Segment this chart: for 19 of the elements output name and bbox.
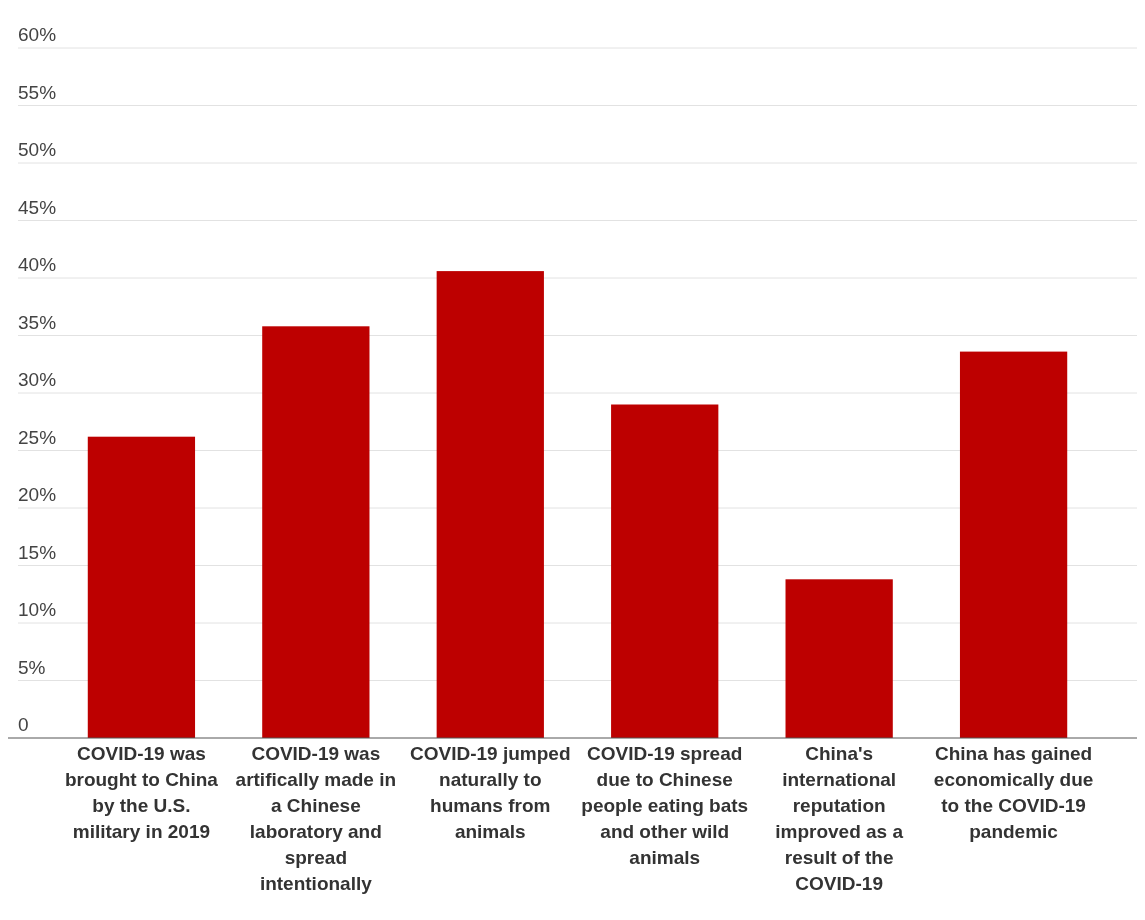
x-tick-label: COVID-19 jumped naturally to humans from animals (410, 743, 571, 842)
x-tick-label: China has gained economically due to the COVID-19 pandemic (933, 743, 1094, 842)
y-tick-label: 55% (18, 81, 57, 103)
y-tick-label: 5% (18, 656, 46, 678)
x-tick-label: COVID-19 was brought to China by the U.S. military in 2019 (64, 743, 219, 842)
x-tick-label: COVID-19 was artifically made in a Chinese laboratory and spread intentionally (235, 743, 397, 894)
x-tick-label: COVID-19 spread due to Chinese people eating bats and other wild animals (581, 743, 749, 868)
y-tick-label: 40% (18, 254, 57, 275)
y-tick-label: 15% (18, 541, 57, 563)
x-tick-label: China's international reputation improved as a result of the COVID-19 (775, 743, 904, 894)
y-tick-label: 45% (18, 196, 57, 218)
y-tick-label: 25% (18, 426, 57, 448)
y-tick-label: 10% (18, 599, 57, 620)
y-tick-label: 35% (18, 311, 57, 333)
y-tick-label: 0 (18, 714, 29, 735)
y-tick-label: 60% (18, 24, 57, 45)
y-tick-label: 30% (18, 369, 57, 390)
y-tick-label: 50% (18, 139, 57, 160)
y-tick-label: 20% (18, 484, 57, 505)
